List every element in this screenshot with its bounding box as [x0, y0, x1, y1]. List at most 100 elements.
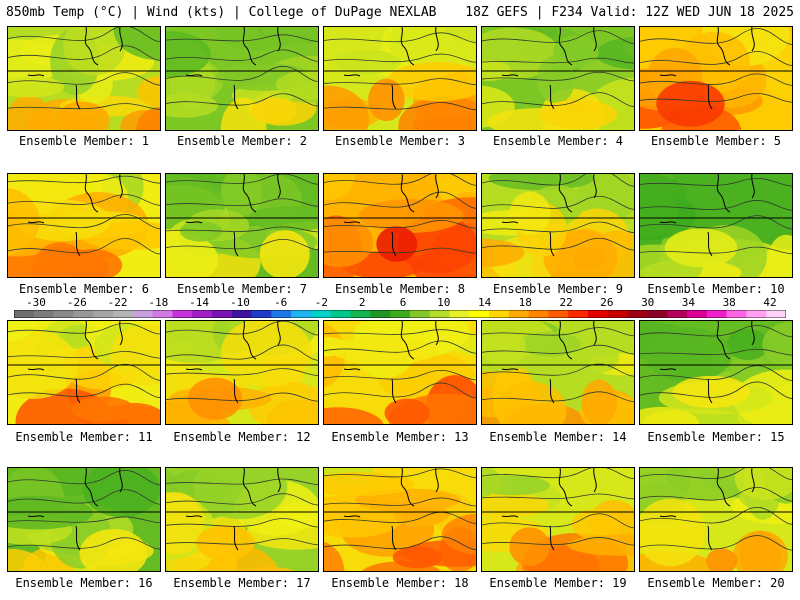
colorbar-segment — [489, 310, 510, 318]
colorbar-tick-label: 10 — [437, 296, 451, 309]
temperature-field — [640, 27, 792, 130]
colorbar-segment — [350, 310, 371, 318]
temperature-field — [482, 321, 634, 424]
ensemble-member-label: Ensemble Member: 10 — [647, 282, 785, 296]
colorbar-segment — [211, 310, 233, 318]
temperature-field — [166, 174, 318, 277]
ensemble-member-label: Ensemble Member: 12 — [173, 430, 311, 444]
colorbar-segment — [449, 310, 470, 318]
ensemble-member-map — [639, 320, 793, 425]
colorbar-segment — [726, 310, 747, 318]
ensemble-member-label: Ensemble Member: 17 — [173, 576, 311, 590]
ensemble-member-map — [165, 26, 319, 131]
colorbar-segment — [647, 310, 668, 318]
ensemble-member-label: Ensemble Member: 4 — [492, 134, 624, 148]
temperature-field — [640, 174, 792, 277]
colorbar-segment — [152, 310, 173, 318]
temperature-field — [324, 321, 476, 424]
temperature-field — [166, 468, 318, 571]
colorbar-segment — [429, 310, 450, 318]
ensemble-member-label: Ensemble Member: 14 — [489, 430, 627, 444]
ensemble-member-label: Ensemble Member: 15 — [647, 430, 785, 444]
temperature-field — [640, 321, 792, 424]
ensemble-member-label: Ensemble Member: 6 — [18, 282, 150, 296]
colorbar-tick-label: -22 — [107, 296, 128, 309]
temperature-field — [8, 468, 160, 571]
colorbar-segment — [627, 310, 648, 318]
temperature-field — [482, 174, 634, 277]
colorbar-segment — [14, 310, 35, 318]
colorbar-tick-label: 38 — [722, 296, 736, 309]
colorbar-tick-label: 2 — [358, 296, 366, 309]
temperature-field — [8, 174, 160, 277]
temperature-field — [640, 468, 792, 571]
colorbar-segment — [271, 310, 292, 318]
colorbar-segment — [766, 310, 786, 318]
colorbar-tick-label: -26 — [66, 296, 87, 309]
ensemble-member-label: Ensemble Member: 16 — [15, 576, 153, 590]
colorbar-tick-label: 14 — [477, 296, 492, 309]
temperature-field — [482, 468, 634, 571]
colorbar-segment — [172, 310, 193, 318]
colorbar-segment — [706, 310, 728, 318]
colorbar-segment — [390, 310, 411, 318]
colorbar-segment — [33, 310, 55, 318]
colorbar-tick-label: -14 — [189, 296, 210, 309]
ensemble-member-label: Ensemble Member: 20 — [647, 576, 785, 590]
ensemble-member-map — [481, 467, 635, 572]
ensemble-member-map — [481, 26, 635, 131]
ensemble-member-label: Ensemble Member: 19 — [489, 576, 627, 590]
colorbar-segment — [310, 310, 332, 318]
ensemble-member-map — [7, 173, 161, 278]
colorbar-segment — [370, 310, 391, 318]
colorbar-tick-label: 6 — [399, 296, 407, 309]
ensemble-member-label: Ensemble Member: 9 — [492, 282, 624, 296]
temperature-field — [166, 27, 318, 130]
ensemble-member-label: Ensemble Member: 8 — [334, 282, 466, 296]
colorbar-tick-label: -30 — [26, 296, 46, 309]
colorbar-segment — [53, 310, 74, 318]
colorbar-segment — [667, 310, 688, 318]
ensemble-member-label: Ensemble Member: 18 — [331, 576, 469, 590]
temperature-field — [166, 321, 318, 424]
colorbar-tick-label: -2 — [314, 296, 329, 309]
ensemble-member-map — [639, 173, 793, 278]
colorbar-segment — [687, 310, 708, 318]
temperature-field — [8, 321, 160, 424]
colorbar-tick-label: -18 — [148, 296, 169, 309]
colorbar-segment — [746, 310, 767, 318]
ensemble-member-map — [165, 467, 319, 572]
colorbar-segment — [192, 310, 213, 318]
colorbar-segment — [469, 310, 490, 318]
colorbar-tick-label: 26 — [600, 296, 614, 309]
colorbar-segment — [588, 310, 609, 318]
ensemble-member-map — [481, 173, 635, 278]
colorbar-tick-label: 34 — [681, 296, 696, 309]
colorbar-segment — [568, 310, 589, 318]
colorbar-segment — [231, 310, 253, 318]
ensemble-member-map — [7, 467, 161, 572]
colorbar-segment — [528, 310, 549, 318]
ensemble-member-label: Ensemble Member: 2 — [176, 134, 308, 148]
ensemble-member-map — [323, 467, 477, 572]
colorbar-strip — [14, 310, 786, 318]
colorbar-tick-label: 30 — [641, 296, 655, 309]
ensemble-member-map — [323, 26, 477, 131]
colorbar-tick-label: 18 — [518, 296, 532, 309]
ensemble-member-map — [165, 173, 319, 278]
colorbar-segment — [73, 310, 94, 318]
ensemble-member-map — [165, 320, 319, 425]
temperature-field — [8, 27, 160, 130]
ensemble-member-label: Ensemble Member: 11 — [15, 430, 153, 444]
ensemble-member-label: Ensemble Member: 3 — [334, 134, 466, 148]
map-title: 850mb Temp (°C) | Wind (kts) | College o… — [6, 5, 437, 20]
ensemble-member-map — [323, 173, 477, 278]
colorbar-segment — [548, 310, 569, 318]
ensemble-member-map — [639, 467, 793, 572]
colorbar-segment — [330, 310, 352, 318]
colorbar-tick-label: 42 — [763, 296, 777, 309]
temperature-field — [324, 27, 476, 130]
temperature-field — [324, 468, 476, 571]
ensemble-member-map — [639, 26, 793, 131]
colorbar-segment — [409, 310, 431, 318]
